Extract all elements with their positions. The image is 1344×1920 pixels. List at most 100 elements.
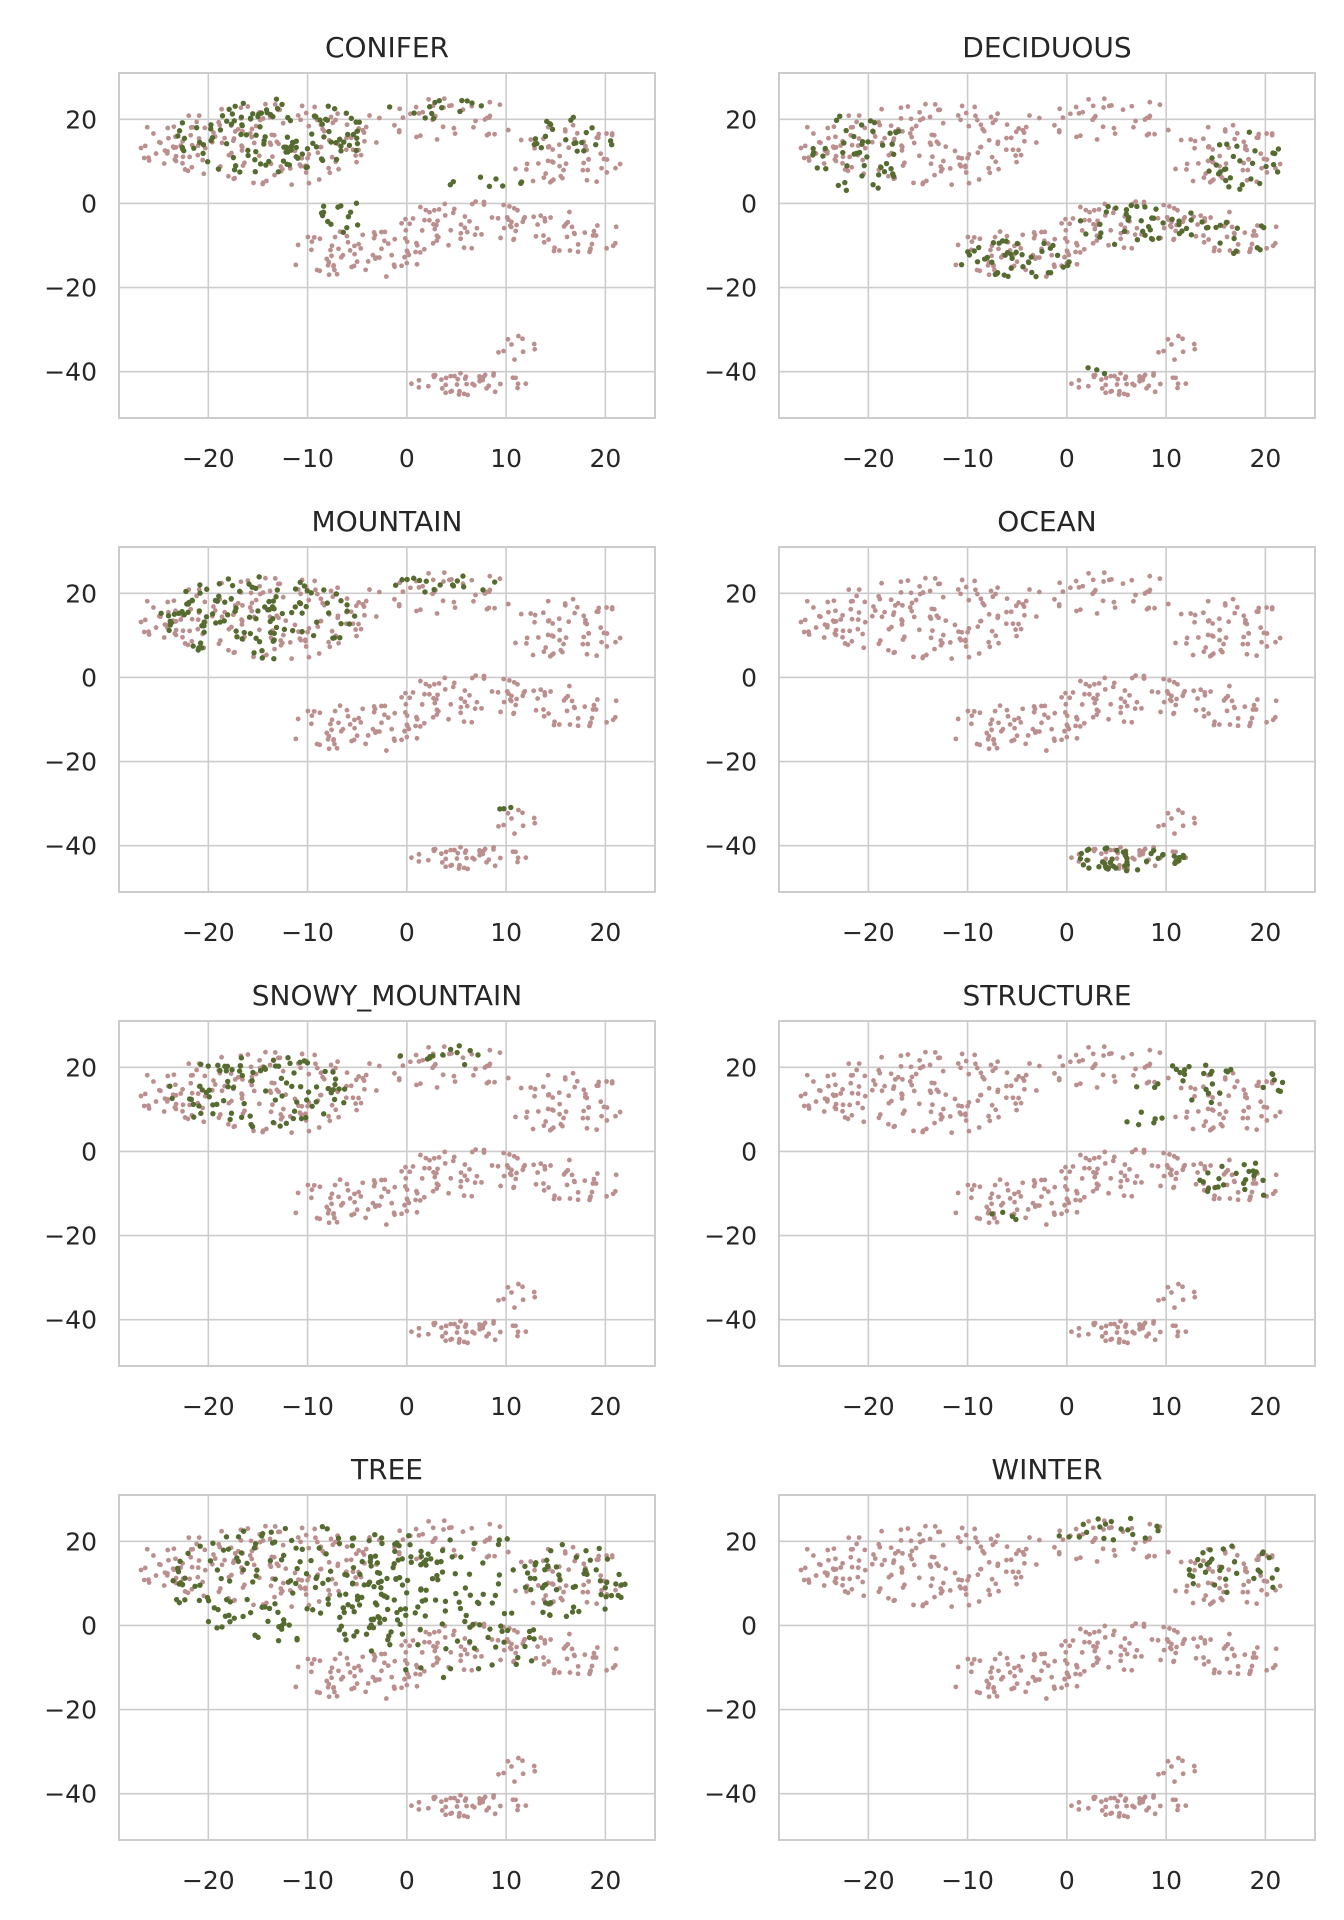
background-point	[426, 570, 431, 576]
highlight-point	[1239, 182, 1245, 188]
highlight-point	[820, 153, 826, 159]
highlight-point	[859, 173, 865, 179]
highlight-point	[891, 173, 897, 180]
background-point	[392, 1686, 397, 1692]
background-point	[347, 1195, 353, 1201]
background-point	[1259, 165, 1264, 171]
background-point	[1195, 161, 1201, 166]
background-point	[507, 697, 513, 703]
background-point	[222, 1557, 228, 1563]
background-point	[358, 626, 364, 632]
x-tick-label: 20	[1249, 1866, 1281, 1895]
highlight-point	[452, 1571, 458, 1577]
background-point	[907, 1552, 913, 1558]
background-point	[431, 1643, 436, 1649]
background-point	[548, 1637, 554, 1642]
highlight-point	[345, 1601, 351, 1608]
background-point	[952, 1096, 958, 1102]
x-tick-label: −10	[281, 1392, 334, 1421]
background-point	[158, 1088, 163, 1094]
highlight-point	[205, 1618, 212, 1625]
highlight-point	[1230, 153, 1237, 160]
highlight-point	[249, 1078, 255, 1084]
background-point	[911, 654, 916, 660]
background-point	[1083, 207, 1089, 213]
background-point	[356, 241, 362, 247]
background-point	[996, 1194, 1001, 1200]
background-point	[1161, 699, 1167, 705]
highlight-point	[226, 1612, 232, 1618]
background-point	[479, 231, 484, 237]
background-point	[1253, 707, 1259, 712]
background-point	[1264, 644, 1270, 649]
highlight-point	[294, 1099, 300, 1105]
background-point	[882, 1083, 888, 1089]
background-point	[1229, 698, 1235, 704]
background-point	[314, 741, 320, 747]
background-point	[256, 153, 262, 159]
background-point	[963, 584, 969, 590]
background-point	[270, 1102, 275, 1108]
background-point	[138, 1567, 144, 1573]
background-point	[171, 145, 177, 151]
background-point	[1161, 225, 1167, 231]
background-point	[1180, 1297, 1186, 1303]
background-point	[1173, 1323, 1178, 1329]
background-point	[1161, 1624, 1167, 1630]
highlight-point	[330, 1069, 336, 1075]
background-point	[452, 605, 458, 611]
background-point	[1092, 1648, 1098, 1654]
background-point	[949, 182, 955, 188]
background-point	[1098, 851, 1104, 857]
background-point	[360, 601, 366, 607]
background-point	[898, 115, 904, 121]
background-point	[365, 1207, 371, 1212]
background-point	[1063, 690, 1068, 696]
x-tick-label: 0	[399, 444, 415, 473]
highlight-point	[353, 147, 359, 154]
background-point	[1063, 1638, 1068, 1644]
background-point	[515, 1807, 520, 1813]
background-point	[263, 1049, 268, 1055]
highlight-point	[296, 600, 303, 606]
background-point	[545, 618, 551, 624]
highlight-point	[429, 110, 435, 117]
background-point	[1230, 596, 1236, 602]
background-point	[138, 145, 144, 151]
background-point	[239, 143, 244, 149]
background-point	[599, 165, 604, 171]
highlight-point	[542, 133, 549, 139]
background-point	[530, 178, 536, 184]
background-point	[1178, 137, 1184, 143]
background-point	[1206, 237, 1211, 242]
background-point	[1200, 610, 1206, 616]
background-point	[329, 253, 334, 259]
highlight-point	[309, 1103, 315, 1109]
background-point	[331, 262, 337, 268]
highlight-point	[1181, 1067, 1188, 1073]
background-point	[501, 202, 507, 208]
background-point	[833, 158, 839, 164]
highlight-point	[203, 614, 210, 620]
background-point	[973, 113, 978, 119]
background-point	[1182, 1162, 1188, 1168]
background-point	[1192, 1093, 1197, 1099]
background-point	[940, 1068, 946, 1074]
highlight-point	[353, 119, 359, 125]
highlight-point	[223, 1534, 230, 1540]
highlight-point	[1180, 1078, 1186, 1084]
highlight-point	[169, 1095, 175, 1102]
background-point	[985, 1210, 991, 1216]
background-point	[178, 1091, 184, 1096]
background-point	[448, 373, 454, 379]
background-point	[151, 131, 156, 136]
background-point	[431, 848, 437, 854]
background-point	[303, 644, 309, 649]
background-point	[1249, 1189, 1255, 1195]
background-point	[326, 165, 332, 171]
background-point	[963, 170, 969, 175]
background-point	[1080, 583, 1086, 589]
highlight-point	[1033, 273, 1039, 280]
background-point	[1081, 1194, 1087, 1200]
background-point	[403, 1175, 409, 1181]
